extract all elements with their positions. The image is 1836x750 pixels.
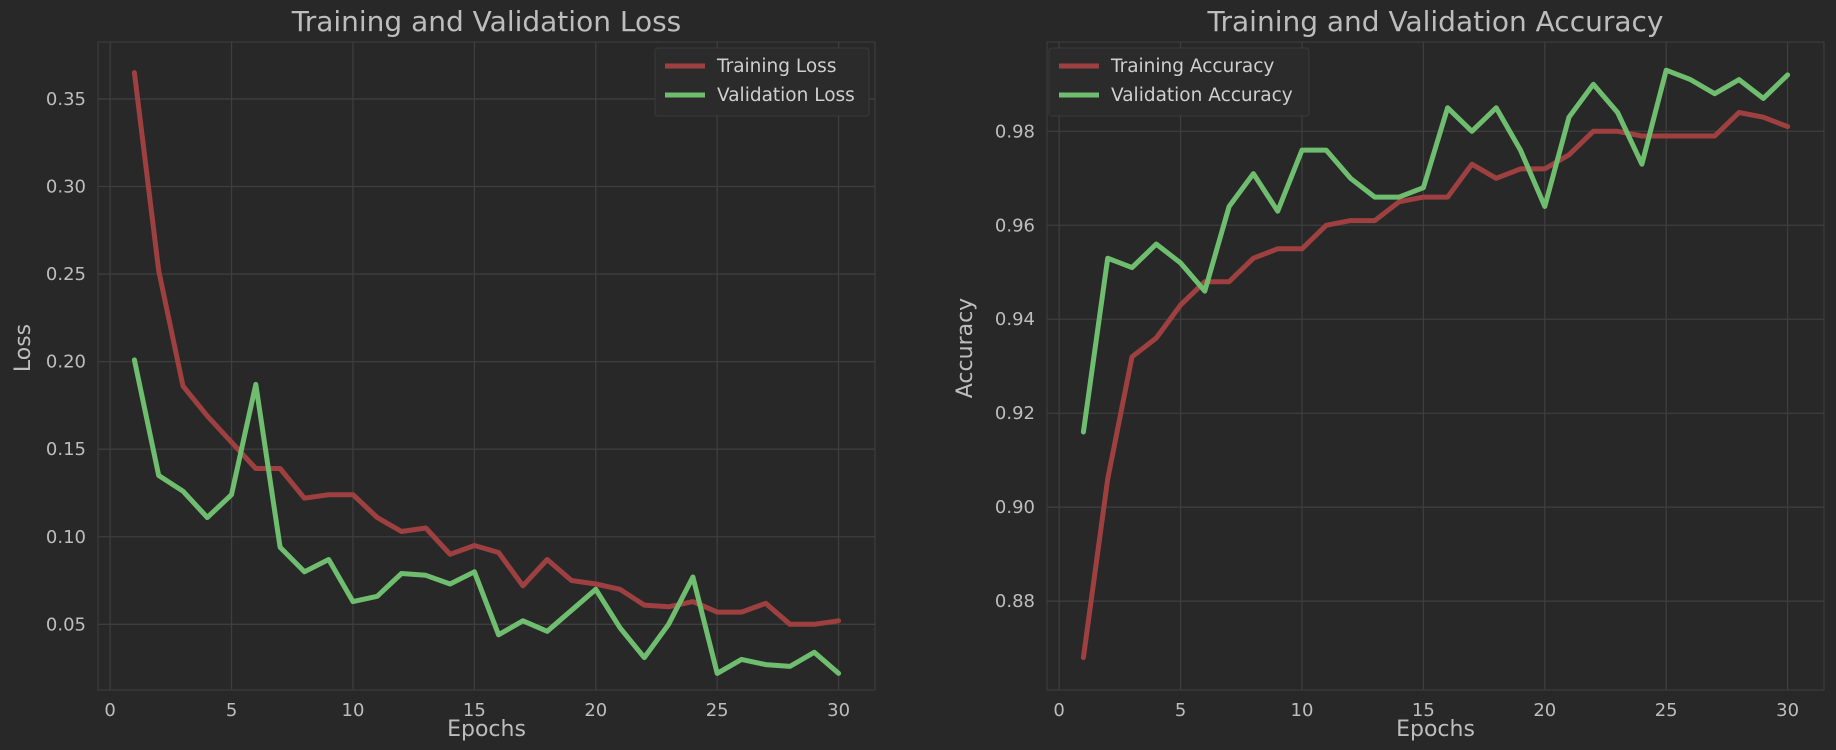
chart-title: Training and Validation Accuracy xyxy=(1207,5,1664,38)
x-tick-label: 5 xyxy=(226,700,237,721)
y-tick-label: 0.25 xyxy=(46,264,86,285)
y-tick-label: 0.92 xyxy=(995,403,1035,424)
y-axis-label: Loss xyxy=(11,324,36,372)
chart-panel-accuracy: 0 5 10 15 20 25 30 0.88 0.90 0.92 0.94 0.96 0.98 Trai… xyxy=(953,5,1825,742)
legend-label: Training Loss xyxy=(716,56,836,77)
series-line-training-accuracy xyxy=(1080,110,1791,661)
x-tick-label: 30 xyxy=(827,700,850,721)
x-tick-label: 10 xyxy=(1291,700,1314,721)
y-tick-label: 0.96 xyxy=(995,215,1035,236)
y-tick-label: 0.35 xyxy=(46,89,86,110)
series-line-training-loss xyxy=(131,70,842,627)
plot-area-frame xyxy=(97,41,876,691)
legend-label: Training Accuracy xyxy=(1110,56,1274,77)
x-axis-label: Epochs xyxy=(1396,717,1475,742)
y-tick-label: 0.10 xyxy=(46,527,86,548)
x-tick-label: 15 xyxy=(1412,700,1435,721)
plot-area-frame xyxy=(1046,41,1825,691)
x-tick-label: 20 xyxy=(1533,700,1556,721)
legend-box xyxy=(654,47,870,117)
series-line-validation-accuracy xyxy=(1080,67,1791,435)
x-tick-label: 20 xyxy=(584,700,607,721)
x-tick-label: 5 xyxy=(1175,700,1186,721)
y-tick-label: 0.94 xyxy=(995,309,1035,330)
y-tick-label: 0.20 xyxy=(46,352,86,373)
x-tick-label: 10 xyxy=(342,700,365,721)
series-line-validation-loss xyxy=(131,357,842,676)
y-axis-label: Accuracy xyxy=(953,298,978,398)
y-tick-label: 0.05 xyxy=(46,614,86,635)
x-tick-label: 0 xyxy=(104,700,115,721)
x-axis-label: Epochs xyxy=(447,717,526,742)
y-tick-label: 0.90 xyxy=(995,497,1035,518)
x-tick-label: 0 xyxy=(1053,700,1064,721)
legend: Training Accuracy Validation Accuracy xyxy=(1048,47,1310,117)
legend-box xyxy=(1048,47,1310,117)
legend-label: Validation Loss xyxy=(717,85,855,106)
y-tick-label: 0.88 xyxy=(995,591,1035,612)
x-tick-label: 30 xyxy=(1776,700,1799,721)
x-tick-label: 25 xyxy=(1655,700,1678,721)
y-tick-label: 0.30 xyxy=(46,176,86,197)
y-tick-label: 0.98 xyxy=(995,121,1035,142)
x-tick-label: 25 xyxy=(706,700,729,721)
y-tick-label: 0.15 xyxy=(46,439,86,460)
legend-label: Validation Accuracy xyxy=(1111,85,1293,106)
chart-panel-loss: 0 5 10 15 20 25 30 0.05 0.10 0.15 0.20 0.25 0.30 0.35… xyxy=(11,5,876,742)
legend: Training Loss Validation Loss xyxy=(654,47,870,117)
chart-title: Training and Validation Loss xyxy=(291,5,682,38)
x-tick-label: 15 xyxy=(463,700,486,721)
